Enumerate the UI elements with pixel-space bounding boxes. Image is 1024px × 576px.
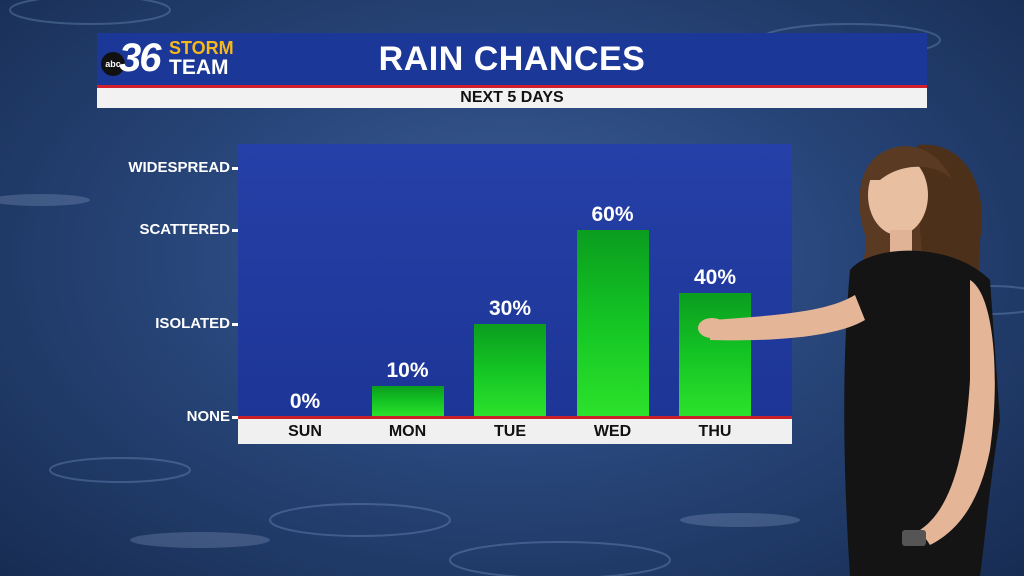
header-bar <box>97 33 927 85</box>
y-tick-label-isolated: ISOLATED <box>155 314 230 332</box>
bar-wed <box>576 230 649 417</box>
logo-number: 36 <box>119 36 161 80</box>
y-tick-label-none: NONE <box>186 408 230 425</box>
logo-team: TEAM <box>169 56 229 79</box>
value-label-thu: 40% <box>693 265 737 289</box>
baseline <box>238 416 792 419</box>
x-tick-label-mon: MON <box>388 423 427 440</box>
value-label-mon: 10% <box>386 358 429 382</box>
y-tick-scattered <box>232 229 238 233</box>
bar-mon <box>371 385 444 417</box>
y-tick-isolated <box>232 322 238 326</box>
chart-title: RAIN CHANCES <box>378 40 646 78</box>
x-tick-label-wed: WED <box>593 423 632 440</box>
logo-storm: STORM <box>169 38 234 58</box>
y-tick-widespread <box>232 167 238 170</box>
y-tick-label-widespread: WIDESPREAD <box>128 159 230 176</box>
y-tick-label-scattered: SCATTERED <box>139 221 230 239</box>
header-divider <box>97 85 927 88</box>
x-tick-label-thu: THU <box>698 423 732 440</box>
x-tick-label-tue: TUE <box>494 423 526 440</box>
abc-badge: abc <box>101 52 125 76</box>
value-label-wed: 60% <box>591 203 634 227</box>
presenter-figure <box>698 144 1000 576</box>
station-logo: abc 36 STORM TEAM <box>101 36 251 80</box>
x-axis: SUN MON TUE WED THU <box>238 419 792 444</box>
y-tick-none <box>232 416 238 419</box>
value-label-sun: 0% <box>289 390 321 413</box>
value-label-tue: 30% <box>488 296 532 320</box>
x-tick-label-sun: SUN <box>288 423 322 440</box>
bar-tue <box>474 323 546 417</box>
bar-thu <box>679 292 751 417</box>
chart-subtitle: NEXT 5 DAYS <box>97 88 927 108</box>
